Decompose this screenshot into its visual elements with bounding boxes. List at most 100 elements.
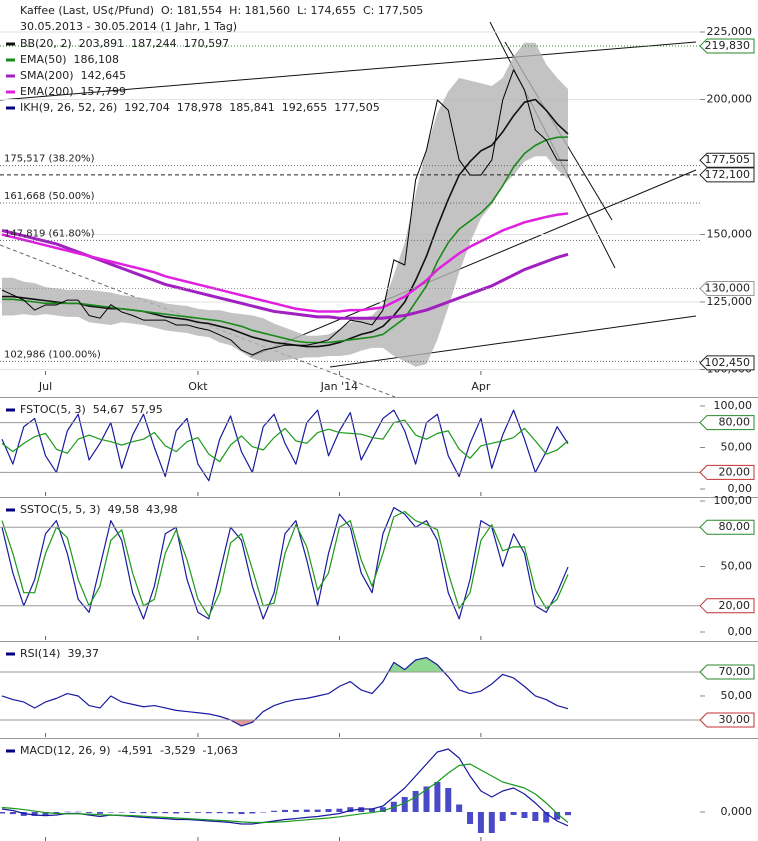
histogram-bar: [96, 811, 103, 814]
histogram-bar: [445, 787, 452, 812]
plot-area: [1, 506, 569, 620]
value-box: [699, 519, 755, 535]
histogram-bar: [9, 811, 16, 815]
series-line: [1, 69, 569, 356]
histogram-bar: [118, 811, 125, 813]
plot-area: [0, 31, 700, 370]
legend-text: -1,063: [202, 744, 237, 757]
histogram-bar: [379, 807, 386, 812]
value-box-label: 177,505: [705, 153, 751, 166]
plot-area: [1, 656, 569, 727]
histogram-bar: [42, 811, 49, 815]
histogram-bar: [205, 811, 212, 814]
histogram-bar: [477, 811, 484, 833]
legend-text: 30.05.2013 - 30.05.2014 (1 Jahr, 1 Tag): [20, 20, 237, 33]
value-box: [699, 38, 755, 54]
histogram-bar: [325, 808, 332, 812]
histogram-bar: [401, 796, 408, 812]
legend-text: 43,98: [146, 503, 178, 516]
legend-marker: [6, 106, 15, 110]
histogram-bar: [184, 811, 191, 813]
legend-marker: [6, 42, 15, 46]
histogram-bar: [249, 811, 256, 814]
legend-text: 39,37: [67, 647, 99, 660]
histogram-bar: [543, 811, 550, 823]
value-box: [699, 415, 755, 431]
histogram-bar: [227, 811, 234, 814]
y-tick-label: 50,00: [721, 560, 753, 573]
histogram-bar: [0, 811, 5, 814]
legend-text: 187,244: [131, 37, 177, 50]
value-box-label: 172,100: [705, 168, 751, 181]
series-line: [1, 506, 569, 620]
histogram-bar: [140, 811, 147, 814]
y-tick-label: 50,00: [721, 689, 753, 702]
series-line: [1, 510, 569, 617]
legend-text: 170,597: [184, 37, 230, 50]
histogram-bar: [162, 811, 169, 814]
histogram-bar: [107, 811, 114, 813]
legend-marker: [6, 58, 15, 62]
histogram-bar: [64, 811, 71, 813]
value-box: [699, 664, 755, 680]
legend-text: 49,58: [108, 503, 140, 516]
series-line: [1, 748, 569, 827]
value-box: [699, 152, 755, 168]
histogram-bar: [412, 790, 419, 812]
y-tick-label: 125,000: [707, 295, 753, 308]
legend-text: SSTOC(5, 5, 3): [20, 503, 101, 516]
histogram-bar: [521, 811, 528, 818]
histogram-bar: [151, 811, 158, 814]
value-box: [699, 598, 755, 614]
value-box-label: 219,830: [705, 39, 751, 52]
legend-marker: [6, 90, 15, 94]
legend-marker: [6, 749, 15, 753]
histogram-bar: [75, 811, 82, 813]
x-tick-label: Jul: [38, 380, 52, 393]
histogram-bar: [260, 811, 267, 813]
fib-label: 161,668 (50.00%): [4, 191, 95, 202]
histogram-bar: [467, 811, 474, 824]
histogram-bar: [554, 811, 561, 820]
value-box-label: 80,00: [719, 520, 751, 533]
series-line: [1, 409, 569, 482]
series-line: [1, 212, 569, 313]
legend-text: 185,841: [229, 101, 275, 114]
histogram-bar: [499, 811, 506, 821]
panel-separators: [0, 397, 758, 739]
legend-text: -3,529: [160, 744, 195, 757]
trend-line: [249, 169, 697, 358]
trend-line: [329, 315, 697, 368]
legend-text: -4,591: [118, 744, 153, 757]
series-line: [1, 419, 569, 463]
fib-label: 102,986 (100.00%): [4, 349, 101, 360]
legend-text: SMA(200): [20, 69, 74, 82]
histogram-bar: [86, 811, 93, 813]
histogram-bar: [434, 781, 441, 812]
legend-text: 203,891: [79, 37, 125, 50]
value-box: [699, 355, 755, 371]
x-tick-label: Okt: [188, 380, 208, 393]
histogram-bar: [53, 811, 60, 814]
value-box-label: 130,000: [705, 281, 751, 294]
x-tick-label: Jan '14: [320, 380, 358, 393]
legend-text: 177,505: [334, 101, 380, 114]
series-line: [1, 656, 569, 727]
histogram-bar: [423, 786, 430, 812]
legend-text: 192,704: [124, 101, 170, 114]
histogram-bar: [216, 811, 223, 814]
histogram-bar: [303, 809, 310, 812]
legend-marker: [6, 652, 15, 656]
y-tick-label: 150,000: [707, 227, 753, 240]
value-box: [699, 280, 755, 296]
histogram-bar: [238, 811, 245, 815]
histogram-bar: [456, 804, 463, 812]
legend-marker: [6, 74, 15, 78]
value-box: [699, 167, 755, 183]
legend-text: Kaffee (Last, US¢/Pfund) O: 181,554 H: 1…: [20, 4, 423, 17]
y-tick-label: 200,000: [707, 92, 753, 105]
legend-text: RSI(14): [20, 647, 60, 660]
trend-line: [0, 41, 697, 101]
